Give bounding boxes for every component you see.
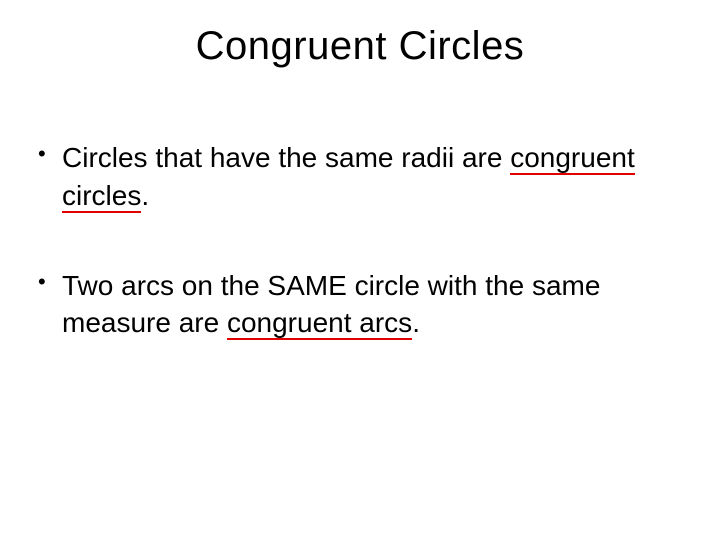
slide-title: Congruent Circles <box>34 24 686 69</box>
bullet-text-suffix: . <box>141 180 149 211</box>
slide: Congruent Circles Circles that have the … <box>0 0 720 540</box>
bullet-list: Circles that have the same radii are con… <box>34 139 686 342</box>
bullet-item: Circles that have the same radii are con… <box>34 139 686 215</box>
bullet-item: Two arcs on the SAME circle with the sam… <box>34 267 686 343</box>
bullet-text-prefix: Circles that have the same radii are <box>62 142 510 173</box>
underlined-term: congruent arcs <box>227 307 412 340</box>
bullet-text-suffix: . <box>412 307 420 338</box>
